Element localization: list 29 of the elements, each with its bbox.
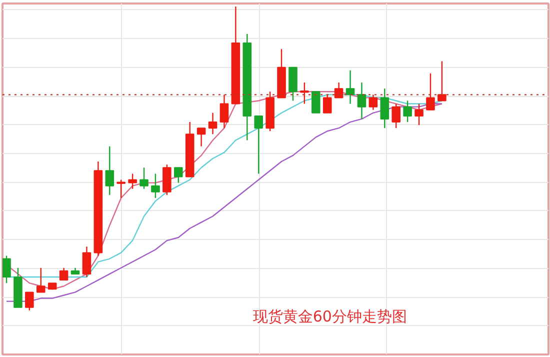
candlestick — [368, 94, 378, 110]
candlestick — [311, 91, 320, 114]
candlestick — [426, 72, 435, 110]
candlestick — [254, 115, 263, 174]
candlestick — [151, 173, 160, 199]
candlestick — [82, 246, 92, 278]
candlestick — [140, 167, 148, 190]
candlestick — [334, 82, 344, 98]
candlestick — [438, 60, 446, 102]
candlestick — [403, 100, 412, 123]
candlestick — [116, 179, 126, 199]
candlestick — [25, 292, 34, 312]
candlestick — [59, 267, 68, 281]
candlestick — [208, 112, 218, 135]
candlestick — [220, 94, 229, 129]
candlestick — [346, 70, 355, 104]
candlestick — [357, 82, 366, 120]
candlestick — [414, 103, 424, 126]
candlestick — [322, 94, 332, 114]
candlestick — [300, 82, 309, 104]
candlestick — [392, 103, 400, 129]
candlestick — [2, 255, 11, 284]
candlestick — [380, 88, 390, 129]
candlestick — [36, 267, 46, 293]
candlestick — [196, 127, 206, 147]
candlestick — [174, 167, 183, 184]
candlestick — [105, 146, 114, 196]
annotation: 现货黄金60分钟走势图 — [252, 308, 407, 326]
candlestick — [128, 173, 137, 190]
